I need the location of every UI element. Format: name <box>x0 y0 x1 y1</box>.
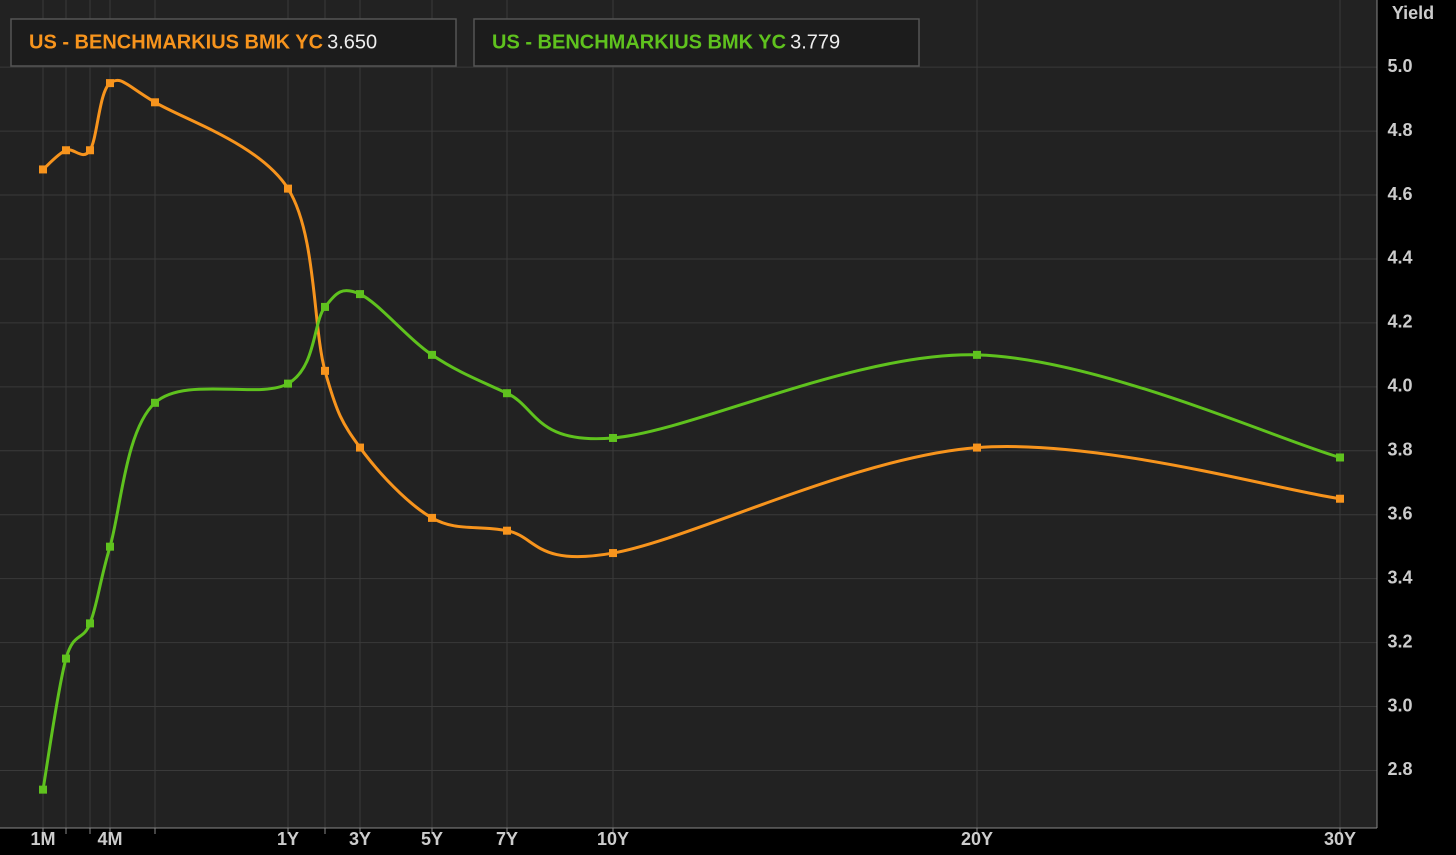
data-point <box>321 366 329 375</box>
legend-box <box>10 18 457 67</box>
data-point <box>503 526 511 535</box>
x-tick-label: 30Y <box>1324 829 1356 849</box>
data-point <box>106 542 114 551</box>
x-tick-label: 5Y <box>421 829 443 849</box>
y-tick-label: 4.0 <box>1387 376 1412 396</box>
x-tick-label: 3Y <box>349 829 371 849</box>
data-point <box>86 619 94 628</box>
data-point <box>284 379 292 388</box>
x-tick-label: 7Y <box>496 829 518 849</box>
y-tick-label: 3.4 <box>1387 567 1412 587</box>
data-point <box>356 443 364 452</box>
y-tick-label: 3.2 <box>1387 631 1412 651</box>
y-axis-label: Yield <box>1392 3 1434 23</box>
legend-value: 3.650 <box>327 31 377 53</box>
data-point <box>39 165 47 174</box>
x-tick-label: 10Y <box>597 829 629 849</box>
data-point <box>503 389 511 398</box>
data-point <box>321 302 329 311</box>
y-tick-label: 4.6 <box>1387 184 1412 204</box>
data-point <box>62 146 70 155</box>
x-tick-label: 4M <box>97 829 122 849</box>
legend-box <box>473 18 920 67</box>
data-point <box>973 443 981 452</box>
data-point <box>284 184 292 193</box>
data-point <box>39 785 47 794</box>
y-tick-label: 3.0 <box>1387 695 1412 715</box>
legend-value: 3.779 <box>790 31 840 53</box>
series-line <box>41 289 1341 790</box>
legend-name: US - BENCHMARKIUS BMK YC <box>29 31 323 53</box>
data-point <box>1336 453 1344 462</box>
data-point <box>62 654 70 663</box>
data-point <box>106 79 114 88</box>
y-tick-label: 3.6 <box>1387 503 1412 523</box>
data-point <box>973 350 981 359</box>
data-point <box>356 290 364 299</box>
data-point <box>151 98 159 107</box>
y-tick-label: 4.8 <box>1387 120 1412 140</box>
y-tick-label: 5.0 <box>1387 56 1412 76</box>
y-tick-label: 4.2 <box>1387 312 1412 332</box>
data-point <box>609 433 617 442</box>
x-tick-label: 20Y <box>961 829 993 849</box>
data-point <box>86 146 94 155</box>
x-tick-label: 1M <box>30 829 55 849</box>
x-tick-label: 1Y <box>277 829 299 849</box>
y-tick-label: 4.4 <box>1387 248 1412 268</box>
plot-area <box>0 0 1377 828</box>
y-tick-label: 2.8 <box>1387 759 1412 779</box>
data-point <box>609 549 617 558</box>
data-point <box>151 398 159 407</box>
legend-name: US - BENCHMARKIUS BMK YC <box>492 31 786 53</box>
data-point <box>1336 494 1344 503</box>
data-point <box>428 513 436 522</box>
data-point <box>428 350 436 359</box>
y-tick-label: 3.8 <box>1387 440 1412 460</box>
